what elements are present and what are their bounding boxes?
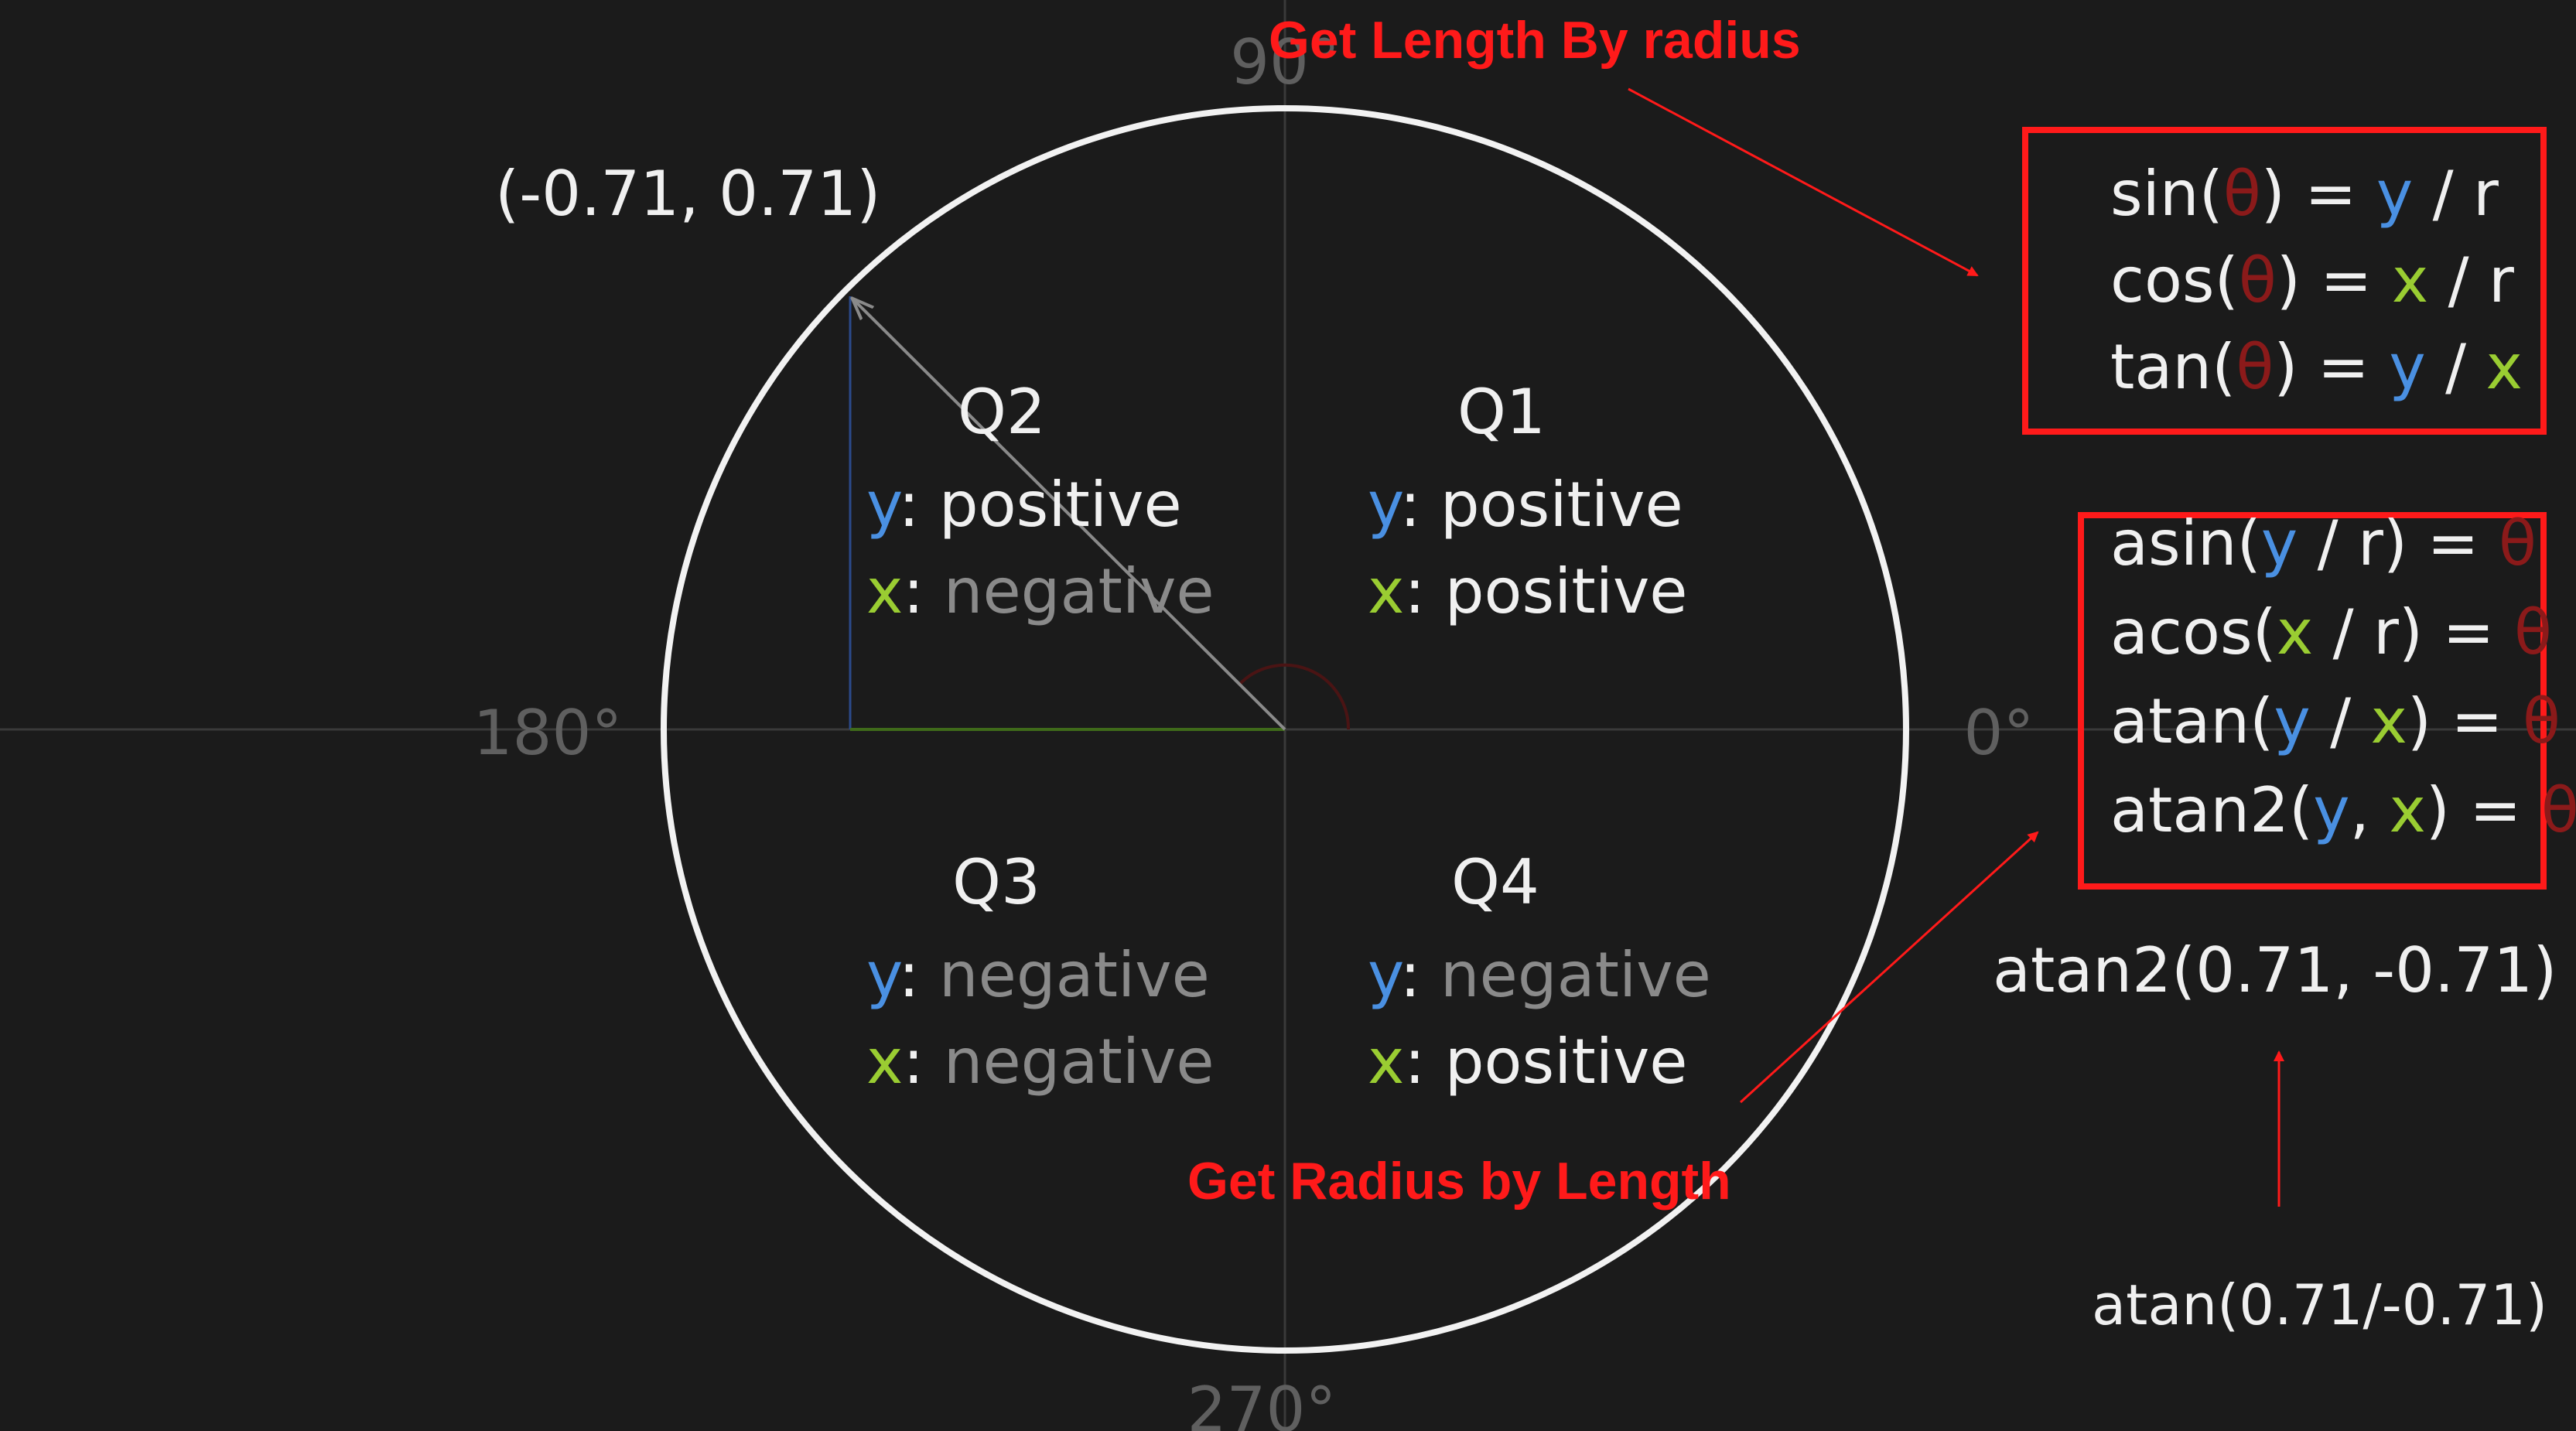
atan2-example: atan2(0.71, -0.71) [1993,934,2557,1006]
quadrant-q3-title: Q3 [952,846,1040,918]
quadrant-q1-y-line: y: positive [1368,469,1683,541]
quadrant-q4-title: Q4 [1451,846,1539,918]
quadrant-q2-x-line: x: negative [866,555,1215,627]
quadrant-q4-y-line: y: negative [1368,939,1711,1011]
quadrant-q1-title: Q1 [1457,376,1546,448]
trig-identities-box [2022,127,2547,435]
atan-identity: atan(y / x) = θ [2110,685,2561,757]
sin-identity: sin(θ) = y / r [2110,158,2499,230]
tan-identity: tan(θ) = y / x [2110,331,2523,403]
asin-identity: asin(y / r) = θ [2110,507,2537,579]
annotation-get-length-by-radius: Get Length By radius [1269,11,1801,70]
quadrant-q3-y-line: y: negative [866,939,1210,1011]
atan-example: atan(0.71/-0.71) [2092,1272,2547,1337]
atan2-identity: atan2(y, x) = θ [2110,774,2576,846]
annotation-arrow-top [1628,87,1979,277]
acos-identity: acos(x / r) = θ [2110,596,2552,668]
degree-label-0: 0° [1964,697,2034,769]
quadrant-q2-title: Q2 [958,376,1046,448]
vector-arrow [853,299,1286,731]
cos-identity: cos(θ) = x / r [2110,244,2514,316]
unit-circle [661,105,1909,1354]
inverse-trig-box [2078,512,2547,890]
quadrant-q4-x-line: x: positive [1368,1026,1688,1098]
quadrant-q3-x-line: x: negative [866,1026,1215,1098]
annotation-get-radius-by-length: Get Radius by Length [1187,1152,1731,1211]
theta-arc [1237,663,1351,730]
degree-label-90: 90° [1230,26,1340,98]
point-coordinate-label: (-0.71, 0.71) [495,158,880,230]
degree-label-180: 180° [473,697,623,769]
annotation-arrow-bottom [1739,831,2039,1104]
degree-label-270: 270° [1187,1374,1337,1431]
quadrant-q2-y-line: y: positive [866,469,1182,541]
quadrant-q1-x-line: x: positive [1368,555,1688,627]
